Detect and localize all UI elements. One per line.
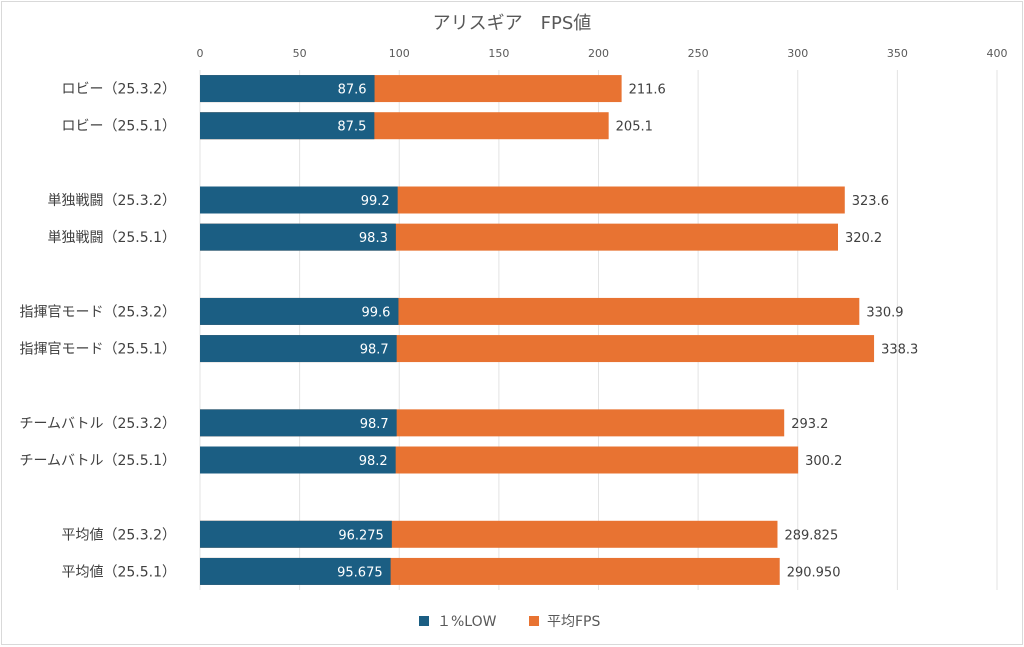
x-tick-label: 200 xyxy=(588,47,609,60)
data-label-1pct-low: 87.5 xyxy=(337,120,366,135)
data-label-average-fps: 338.3 xyxy=(881,343,918,358)
category-label: 指揮官モード（25.5.1） xyxy=(19,342,176,358)
x-tick-label: 100 xyxy=(389,47,410,60)
x-tick-label: 50 xyxy=(293,47,307,60)
data-label-average-fps: 300.2 xyxy=(805,454,842,469)
category-label: ロビー（25.3.2） xyxy=(61,82,176,98)
data-label-1pct-low: 99.6 xyxy=(361,305,390,320)
x-tick-label: 350 xyxy=(887,47,908,60)
x-tick-label: 0 xyxy=(197,47,204,60)
legend: １%LOW 平均FPS xyxy=(419,614,600,630)
x-tick-label: 150 xyxy=(488,47,509,60)
legend-swatch xyxy=(419,616,429,626)
bar-1pct-low xyxy=(200,335,397,363)
data-label-average-fps: 323.6 xyxy=(852,194,889,209)
bars: 211.6 87.6 205.1 87.5 323.6 99.2 320.2 98.3 330.… xyxy=(200,75,918,585)
data-label-average-fps: 320.2 xyxy=(845,231,882,246)
legend-label: 平均FPS xyxy=(547,614,600,630)
bar-1pct-low xyxy=(200,223,396,251)
data-label-1pct-low: 99.2 xyxy=(361,194,390,209)
data-label-average-fps: 205.1 xyxy=(616,120,653,135)
bar-1pct-low xyxy=(200,409,397,437)
bar-1pct-low xyxy=(200,75,375,103)
category-labels: ロビー（25.3.2） ロビー（25.5.1） 単独戦闘（25.3.2） 単独戦闘（2… xyxy=(19,82,176,581)
bar-1pct-low xyxy=(200,446,396,474)
category-label: 平均値（25.3.2） xyxy=(61,527,176,543)
bar-1pct-low xyxy=(200,297,399,325)
data-label-1pct-low: 96.275 xyxy=(338,528,384,543)
chart-title: アリスギア FPS値 xyxy=(433,13,592,34)
data-label-average-fps: 293.2 xyxy=(791,417,828,432)
bar-1pct-low xyxy=(200,186,398,214)
x-tick-label: 250 xyxy=(688,47,709,60)
legend-label: １%LOW xyxy=(437,614,497,630)
gridlines xyxy=(199,70,998,590)
x-axis-ticks: 0 50 100 150 200 250 300 350 400 xyxy=(197,47,1008,60)
x-tick-label: 300 xyxy=(787,47,808,60)
legend-swatch xyxy=(529,616,539,626)
x-tick-label: 400 xyxy=(987,47,1008,60)
data-label-1pct-low: 98.7 xyxy=(360,417,389,432)
category-label: 指揮官モード（25.3.2） xyxy=(19,304,176,320)
category-label: 平均値（25.5.1） xyxy=(61,564,176,580)
data-label-average-fps: 289.825 xyxy=(784,528,838,543)
bar-1pct-low xyxy=(200,112,375,140)
category-label: ロビー（25.5.1） xyxy=(61,119,176,135)
data-label-1pct-low: 98.7 xyxy=(360,343,389,358)
category-label: チームバトル（25.5.1） xyxy=(19,453,176,469)
data-label-1pct-low: 98.2 xyxy=(359,454,388,469)
data-label-1pct-low: 87.6 xyxy=(338,83,367,98)
data-label-average-fps: 330.9 xyxy=(866,305,903,320)
data-label-1pct-low: 98.3 xyxy=(359,231,388,246)
bar-1pct-low xyxy=(200,557,391,585)
data-label-average-fps: 290.950 xyxy=(787,565,841,580)
category-label: 単独戦闘（25.3.2） xyxy=(47,193,176,209)
category-label: チームバトル（25.3.2） xyxy=(19,416,176,432)
data-label-average-fps: 211.6 xyxy=(629,83,666,98)
category-label: 単独戦闘（25.5.1） xyxy=(47,230,176,246)
bar-1pct-low xyxy=(200,520,392,548)
data-label-1pct-low: 95.675 xyxy=(337,565,383,580)
